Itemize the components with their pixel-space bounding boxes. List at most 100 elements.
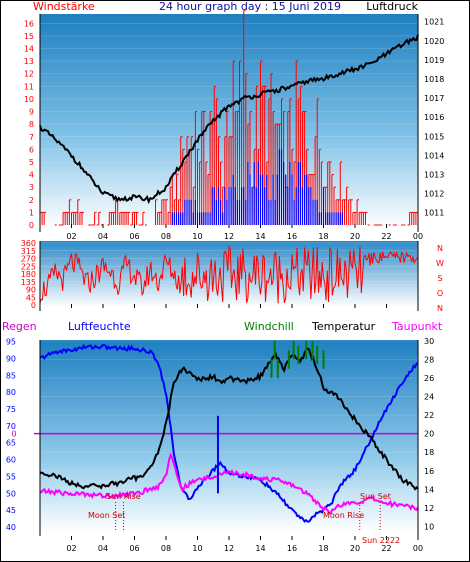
direction-compass-tick: N — [437, 244, 443, 253]
temperature-axis-tick: 22 — [424, 411, 434, 420]
x-tick-label: 12 — [224, 544, 234, 553]
x-tick-label: 00 — [413, 544, 423, 553]
wind-axis-tick: 4 — [29, 171, 34, 180]
direction-compass-tick: O — [437, 289, 443, 298]
pressure-axis-tick: 1021 — [424, 18, 444, 27]
pressure-axis-tick: 1011 — [424, 209, 444, 218]
humidity-axis-tick: 85 — [6, 371, 16, 380]
temperature-axis-tick: 24 — [424, 393, 434, 402]
windchill-label: Windchill — [244, 320, 294, 333]
x-tick-label: 16 — [287, 232, 297, 241]
pressure-axis-tick: 1012 — [424, 190, 444, 199]
wind-axis-tick: 13 — [24, 57, 34, 66]
header-left-label: Windstärke — [33, 0, 95, 13]
moon-rise-label: Moon Rise — [323, 511, 364, 520]
x-tick-label: 10 — [192, 544, 202, 553]
wind-axis-tick: 12 — [24, 70, 34, 79]
humidity-axis-tick: 60 — [6, 456, 16, 465]
sun-set-label: Sun Set — [360, 492, 391, 501]
temperature-axis-tick: 30 — [424, 337, 434, 346]
x-tick-label: 18 — [318, 232, 328, 241]
humidity-axis-tick: 80 — [6, 388, 16, 397]
temperature-axis-tick: 14 — [424, 485, 434, 494]
temperature-axis-tick: 16 — [424, 467, 434, 476]
wind-axis-tick: 9 — [29, 108, 34, 117]
wind-axis-tick: 10 — [24, 95, 34, 104]
x-tick-label: 06 — [129, 232, 139, 241]
x-tick-label: 08 — [161, 544, 171, 553]
header-right-label: Luftdruck — [366, 0, 418, 13]
header-title: 24 hour graph day : 15 Juni 2019 — [159, 0, 341, 13]
temperature-axis-tick: 18 — [424, 448, 434, 457]
wind-axis-tick: 5 — [29, 158, 34, 167]
taupunkt-label: Taupunkt — [391, 320, 443, 333]
humidity-axis-tick: 40 — [6, 523, 16, 532]
pressure-axis-tick: 1014 — [424, 151, 444, 160]
direction-axis-tick: 45 — [26, 293, 36, 302]
wind-axis-tick: 2 — [29, 196, 34, 205]
x-tick-label: 08 — [161, 232, 171, 241]
humidity-axis-tick: 90 — [6, 355, 16, 364]
temperature-line — [39, 347, 419, 491]
wind-axis-tick: 0 — [29, 221, 34, 230]
direction-axis-tick: 180 — [21, 270, 36, 279]
humidity-axis-tick: 95 — [6, 338, 16, 347]
humidity-axis-tick: 70 — [6, 422, 16, 431]
direction-axis-tick: 90 — [26, 286, 36, 295]
humidity-axis-tick: 65 — [6, 439, 16, 448]
x-tick-label: 04 — [98, 232, 108, 241]
wind-axis-tick: 6 — [29, 145, 34, 154]
pressure-axis-tick: 1016 — [424, 113, 444, 122]
x-tick-label: 00 — [413, 232, 423, 241]
sun-extra-label: Sun 2222 — [362, 536, 400, 545]
x-tick-label: 20 — [350, 232, 360, 241]
temperatur-label: Temperatur — [311, 320, 376, 333]
moon-set-label: Moon Set — [88, 511, 125, 520]
direction-axis-tick: 315 — [21, 247, 36, 256]
pressure-line — [39, 34, 419, 205]
pressure-axis-tick: 1017 — [424, 94, 444, 103]
dewpoint-line — [39, 452, 419, 515]
wind-axis-tick: 14 — [24, 45, 34, 54]
direction-axis-tick: 135 — [21, 278, 36, 287]
pressure-axis-tick: 1019 — [424, 56, 444, 65]
x-tick-label: 22 — [381, 544, 391, 553]
wind-axis-tick: 3 — [29, 183, 34, 192]
sun-rise-label: Sun Rise — [106, 492, 141, 501]
humidity-axis-tick: 55 — [6, 472, 16, 481]
x-tick-label: 16 — [287, 544, 297, 553]
x-tick-label: 02 — [66, 232, 76, 241]
x-tick-label: 14 — [255, 232, 265, 241]
regen-label: Regen — [2, 320, 37, 333]
humidity-axis-tick: 75 — [6, 405, 16, 414]
humidity-line — [39, 344, 419, 523]
wind-axis-tick: 16 — [24, 19, 34, 28]
pressure-axis-tick: 1013 — [424, 171, 444, 180]
x-tick-label: 14 — [255, 544, 265, 553]
regen-axis-tick: 0 — [11, 430, 16, 439]
wind-axis-tick: 1 — [29, 208, 34, 217]
x-tick-label: 12 — [224, 232, 234, 241]
humidity-axis-tick: 45 — [6, 506, 16, 515]
direction-axis-tick: 270 — [21, 255, 36, 264]
direction-compass-tick: N — [437, 304, 443, 313]
wind-axis-tick: 8 — [29, 120, 34, 129]
wind-direction-line — [39, 244, 419, 304]
luftfeuchte-label: Luftfeuchte — [68, 320, 131, 333]
temperature-axis-tick: 20 — [424, 430, 434, 439]
wind-axis-tick: 11 — [24, 82, 34, 91]
pressure-axis-tick: 1020 — [424, 37, 444, 46]
x-tick-label: 18 — [318, 544, 328, 553]
pressure-axis-tick: 1015 — [424, 132, 444, 141]
wind-axis-tick: 15 — [24, 32, 34, 41]
direction-axis-tick: 225 — [21, 262, 36, 271]
x-tick-label: 04 — [98, 544, 108, 553]
temperature-axis-tick: 12 — [424, 504, 434, 513]
x-tick-label: 22 — [381, 232, 391, 241]
direction-compass-tick: S — [437, 274, 442, 283]
wind-axis-tick: 7 — [29, 133, 34, 142]
x-tick-label: 02 — [66, 544, 76, 553]
x-tick-label: 20 — [350, 544, 360, 553]
temperature-axis-tick: 26 — [424, 374, 434, 383]
